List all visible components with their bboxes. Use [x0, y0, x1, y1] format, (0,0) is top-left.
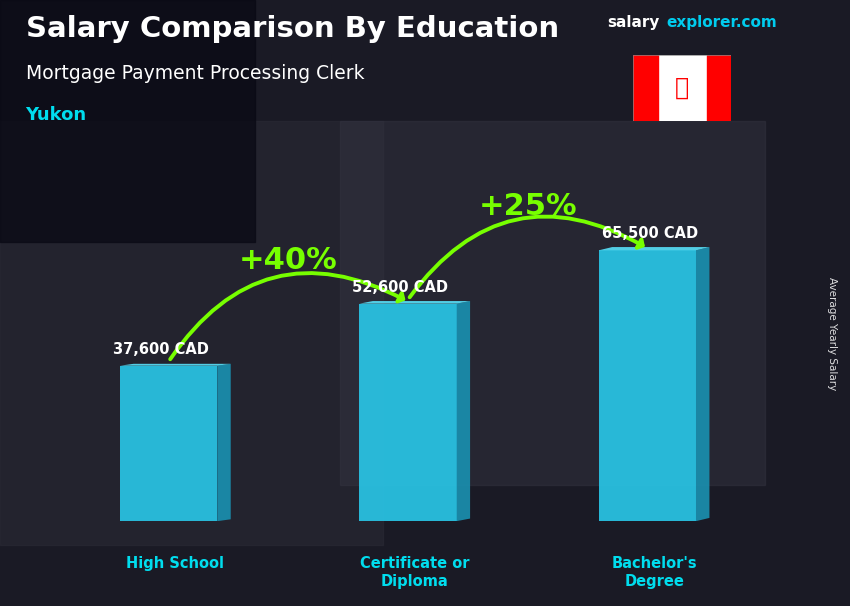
Polygon shape	[598, 250, 696, 521]
Text: explorer.com: explorer.com	[666, 15, 777, 30]
Text: High School: High School	[127, 556, 224, 571]
Bar	[340, 121, 765, 485]
Bar	[0, 121, 382, 545]
Text: Mortgage Payment Processing Clerk: Mortgage Payment Processing Clerk	[26, 64, 364, 82]
Bar	[0, 0, 255, 242]
Text: Bachelor's
Degree: Bachelor's Degree	[611, 556, 697, 588]
Bar	[633, 55, 658, 121]
Text: Salary Comparison By Education: Salary Comparison By Education	[26, 15, 558, 43]
Text: Average Yearly Salary: Average Yearly Salary	[827, 277, 837, 390]
Text: Yukon: Yukon	[26, 106, 87, 124]
Bar	[706, 55, 731, 121]
Polygon shape	[360, 304, 456, 521]
Text: salary: salary	[608, 15, 660, 30]
Polygon shape	[456, 301, 470, 521]
Polygon shape	[120, 364, 230, 365]
Text: 🍁: 🍁	[675, 76, 689, 100]
Polygon shape	[218, 364, 230, 521]
Text: +40%: +40%	[239, 246, 337, 275]
Polygon shape	[696, 247, 710, 521]
Text: Certificate or
Diploma: Certificate or Diploma	[360, 556, 469, 588]
Text: 65,500 CAD: 65,500 CAD	[603, 226, 699, 241]
Polygon shape	[120, 365, 218, 521]
Text: 37,600 CAD: 37,600 CAD	[112, 342, 208, 356]
Polygon shape	[360, 301, 470, 304]
Text: +25%: +25%	[479, 192, 577, 221]
Text: 52,600 CAD: 52,600 CAD	[352, 279, 448, 295]
Polygon shape	[598, 247, 710, 250]
